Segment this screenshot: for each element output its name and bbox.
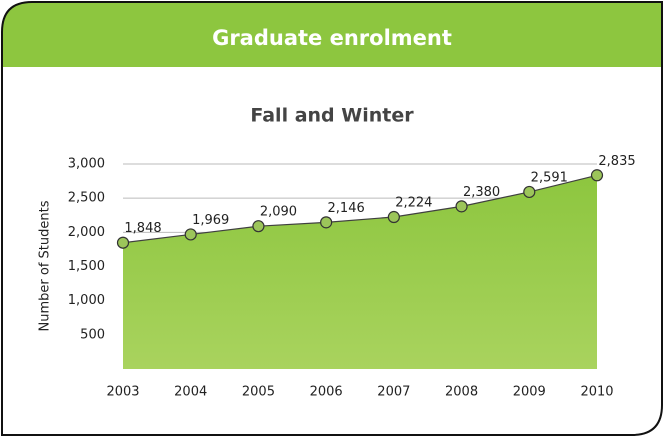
area (123, 175, 597, 369)
x-tick-label: 2004 (174, 385, 207, 400)
y-tick-label: 500 (80, 327, 105, 342)
x-tick-label: 2009 (513, 385, 546, 400)
data-label: 2,090 (260, 205, 297, 220)
y-tick-label: 1,000 (68, 293, 105, 308)
data-label: 1,848 (124, 221, 161, 236)
marker (320, 216, 333, 229)
y-tick-label: 2,000 (68, 225, 105, 240)
y-tick-label: 3,000 (68, 157, 105, 172)
marker (184, 228, 197, 241)
marker (387, 210, 400, 224)
data-label: 2,146 (328, 201, 365, 216)
header-title: Graduate enrolment (212, 26, 452, 50)
data-label: 2,591 (531, 170, 568, 185)
data-label: 2,835 (598, 154, 635, 169)
y-tick-label: 1,500 (68, 259, 105, 274)
data-label: 2,224 (395, 196, 432, 211)
marker (455, 200, 468, 213)
x-tick-label: 2003 (106, 385, 139, 400)
y-axis-label: Number of Students (38, 200, 53, 331)
x-tick-label: 2010 (580, 385, 613, 400)
y-tick-label: 2,500 (68, 191, 105, 206)
marker (523, 185, 536, 199)
header-bar (2, 2, 662, 67)
line (122, 174, 598, 244)
data-label: 2,380 (463, 185, 500, 200)
data-label: 1,969 (192, 213, 229, 228)
chart-title: Fall and Winter (250, 105, 414, 127)
x-tick-label: 2007 (377, 385, 410, 400)
x-tick-label: 2008 (445, 385, 478, 400)
marker (252, 220, 265, 233)
x-tick-label: 2005 (242, 385, 275, 400)
marker (590, 169, 604, 182)
marker (116, 236, 130, 249)
x-tick-label: 2006 (310, 385, 343, 400)
